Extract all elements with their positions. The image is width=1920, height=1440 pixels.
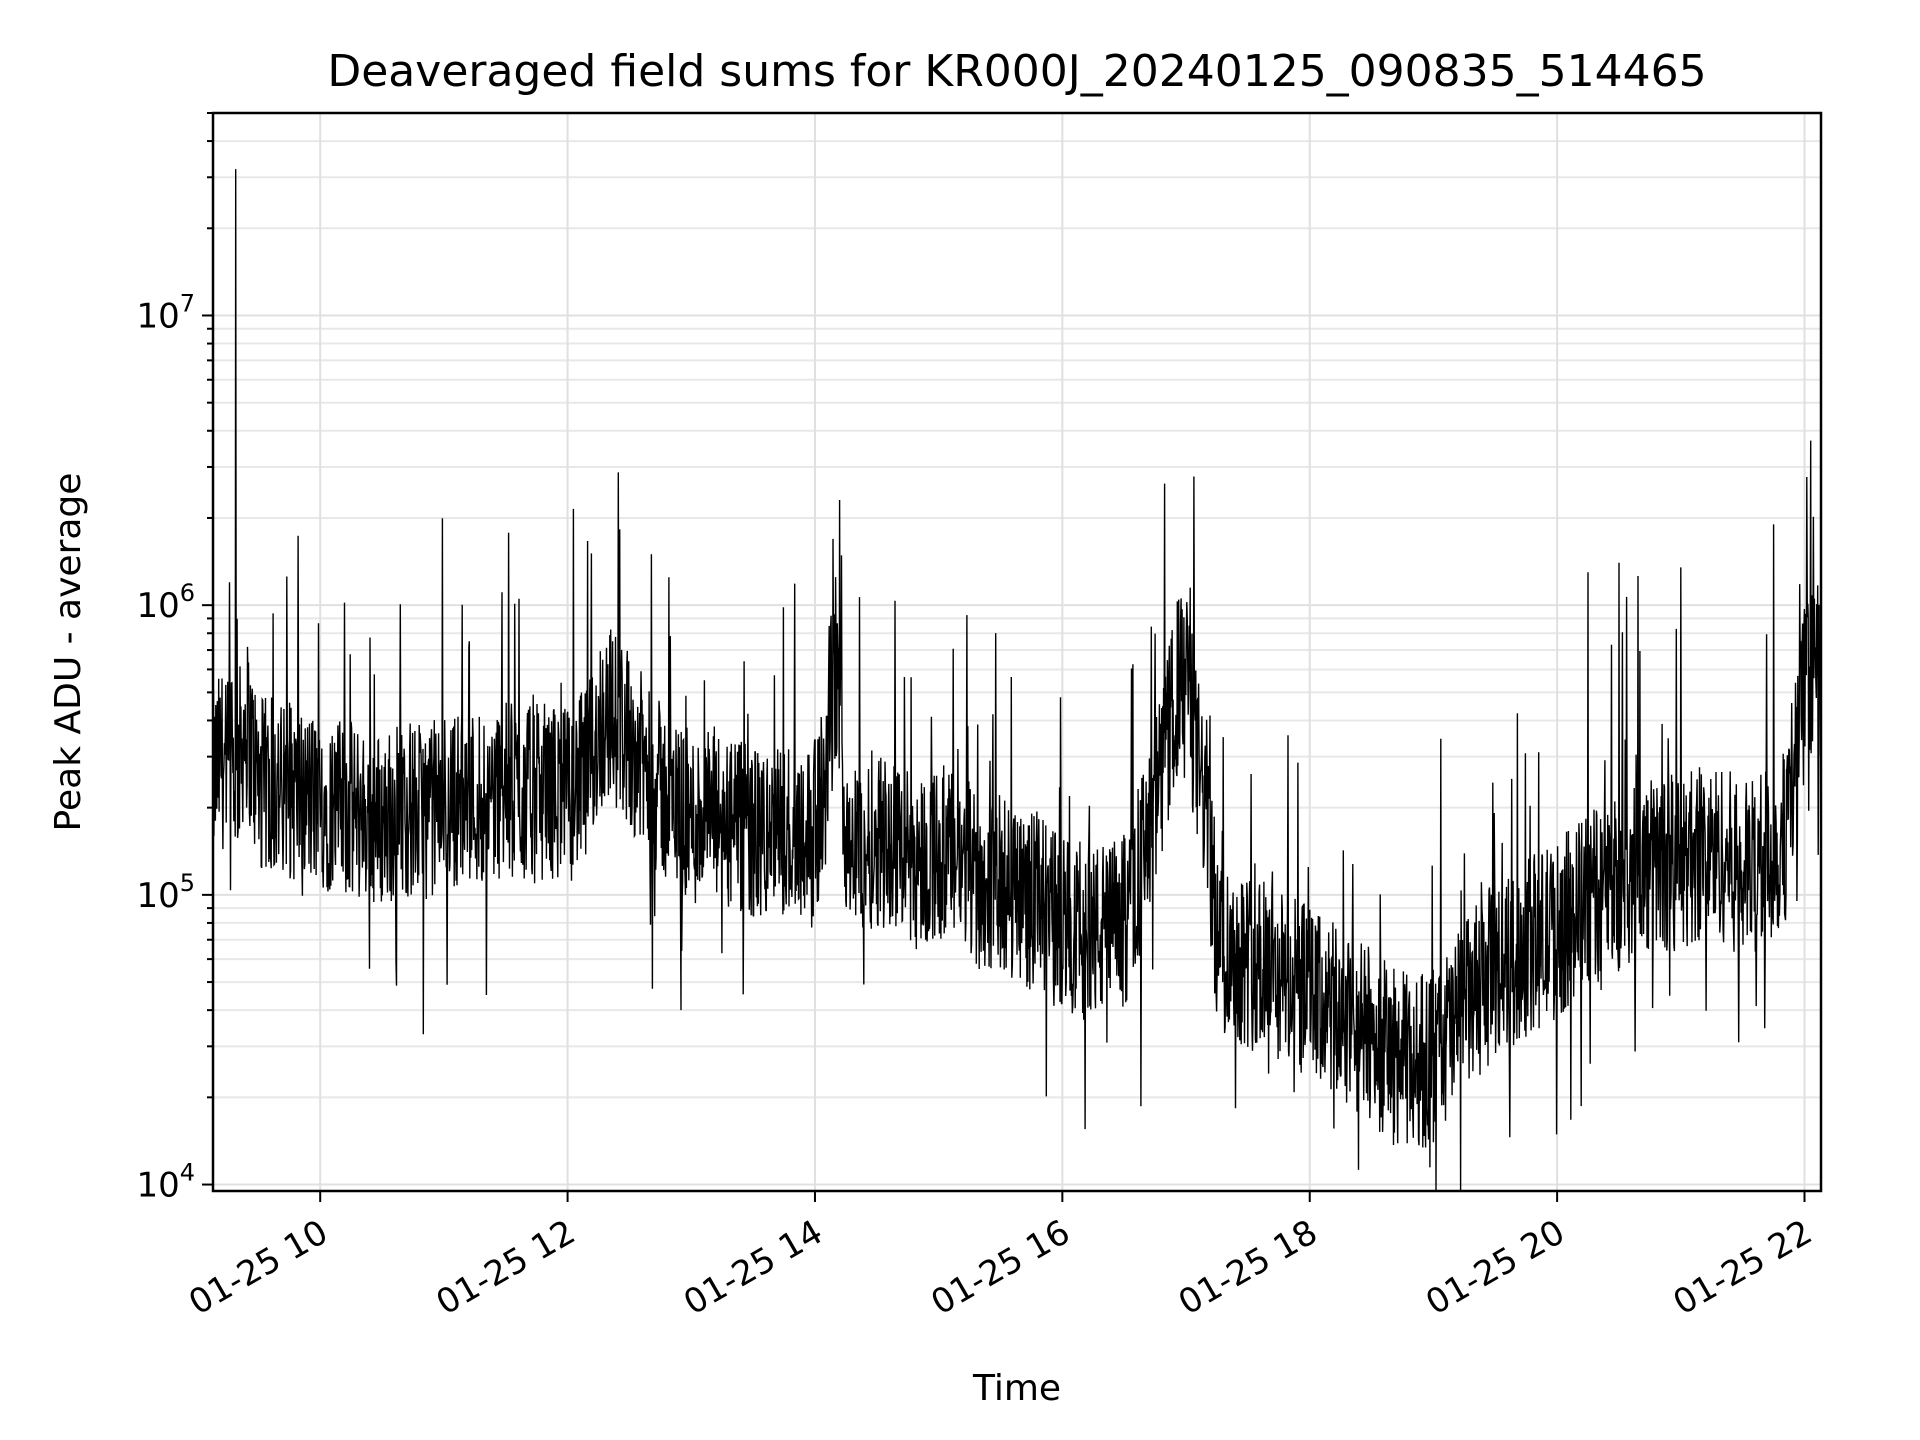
x-axis: 01-25 10 01-25 12 01-25 14 01-25 16 01-25 18… [182,1191,1819,1323]
x-tick-label: 01-25 10 [182,1212,334,1323]
x-tick-label: 01-25 16 [924,1212,1076,1323]
y-tick-label: 106 [136,579,195,626]
plot-frame [211,111,1823,1193]
x-tick-label: 01-25 18 [1172,1212,1324,1323]
x-tick-label: 01-25 12 [430,1212,582,1323]
series-layer [212,169,1822,1191]
x-tick-label: 01-25 20 [1419,1212,1571,1323]
x-tick-label: 01-25 14 [677,1212,829,1323]
grid [213,112,1821,1191]
y-axis-label: Peak ADU - average [48,473,89,832]
x-axis-label: Time [972,1368,1061,1409]
y-tick-label: 105 [136,869,195,916]
series-line [212,169,1822,1191]
y-tick-label: 104 [136,1159,195,1206]
y-axis: 104 105 106 107 [136,112,213,1206]
x-tick-label: 01-25 22 [1667,1212,1819,1323]
y-tick-label: 107 [136,289,195,336]
chart-title: Deaveraged field sums for KR000J_2024012… [327,46,1706,97]
